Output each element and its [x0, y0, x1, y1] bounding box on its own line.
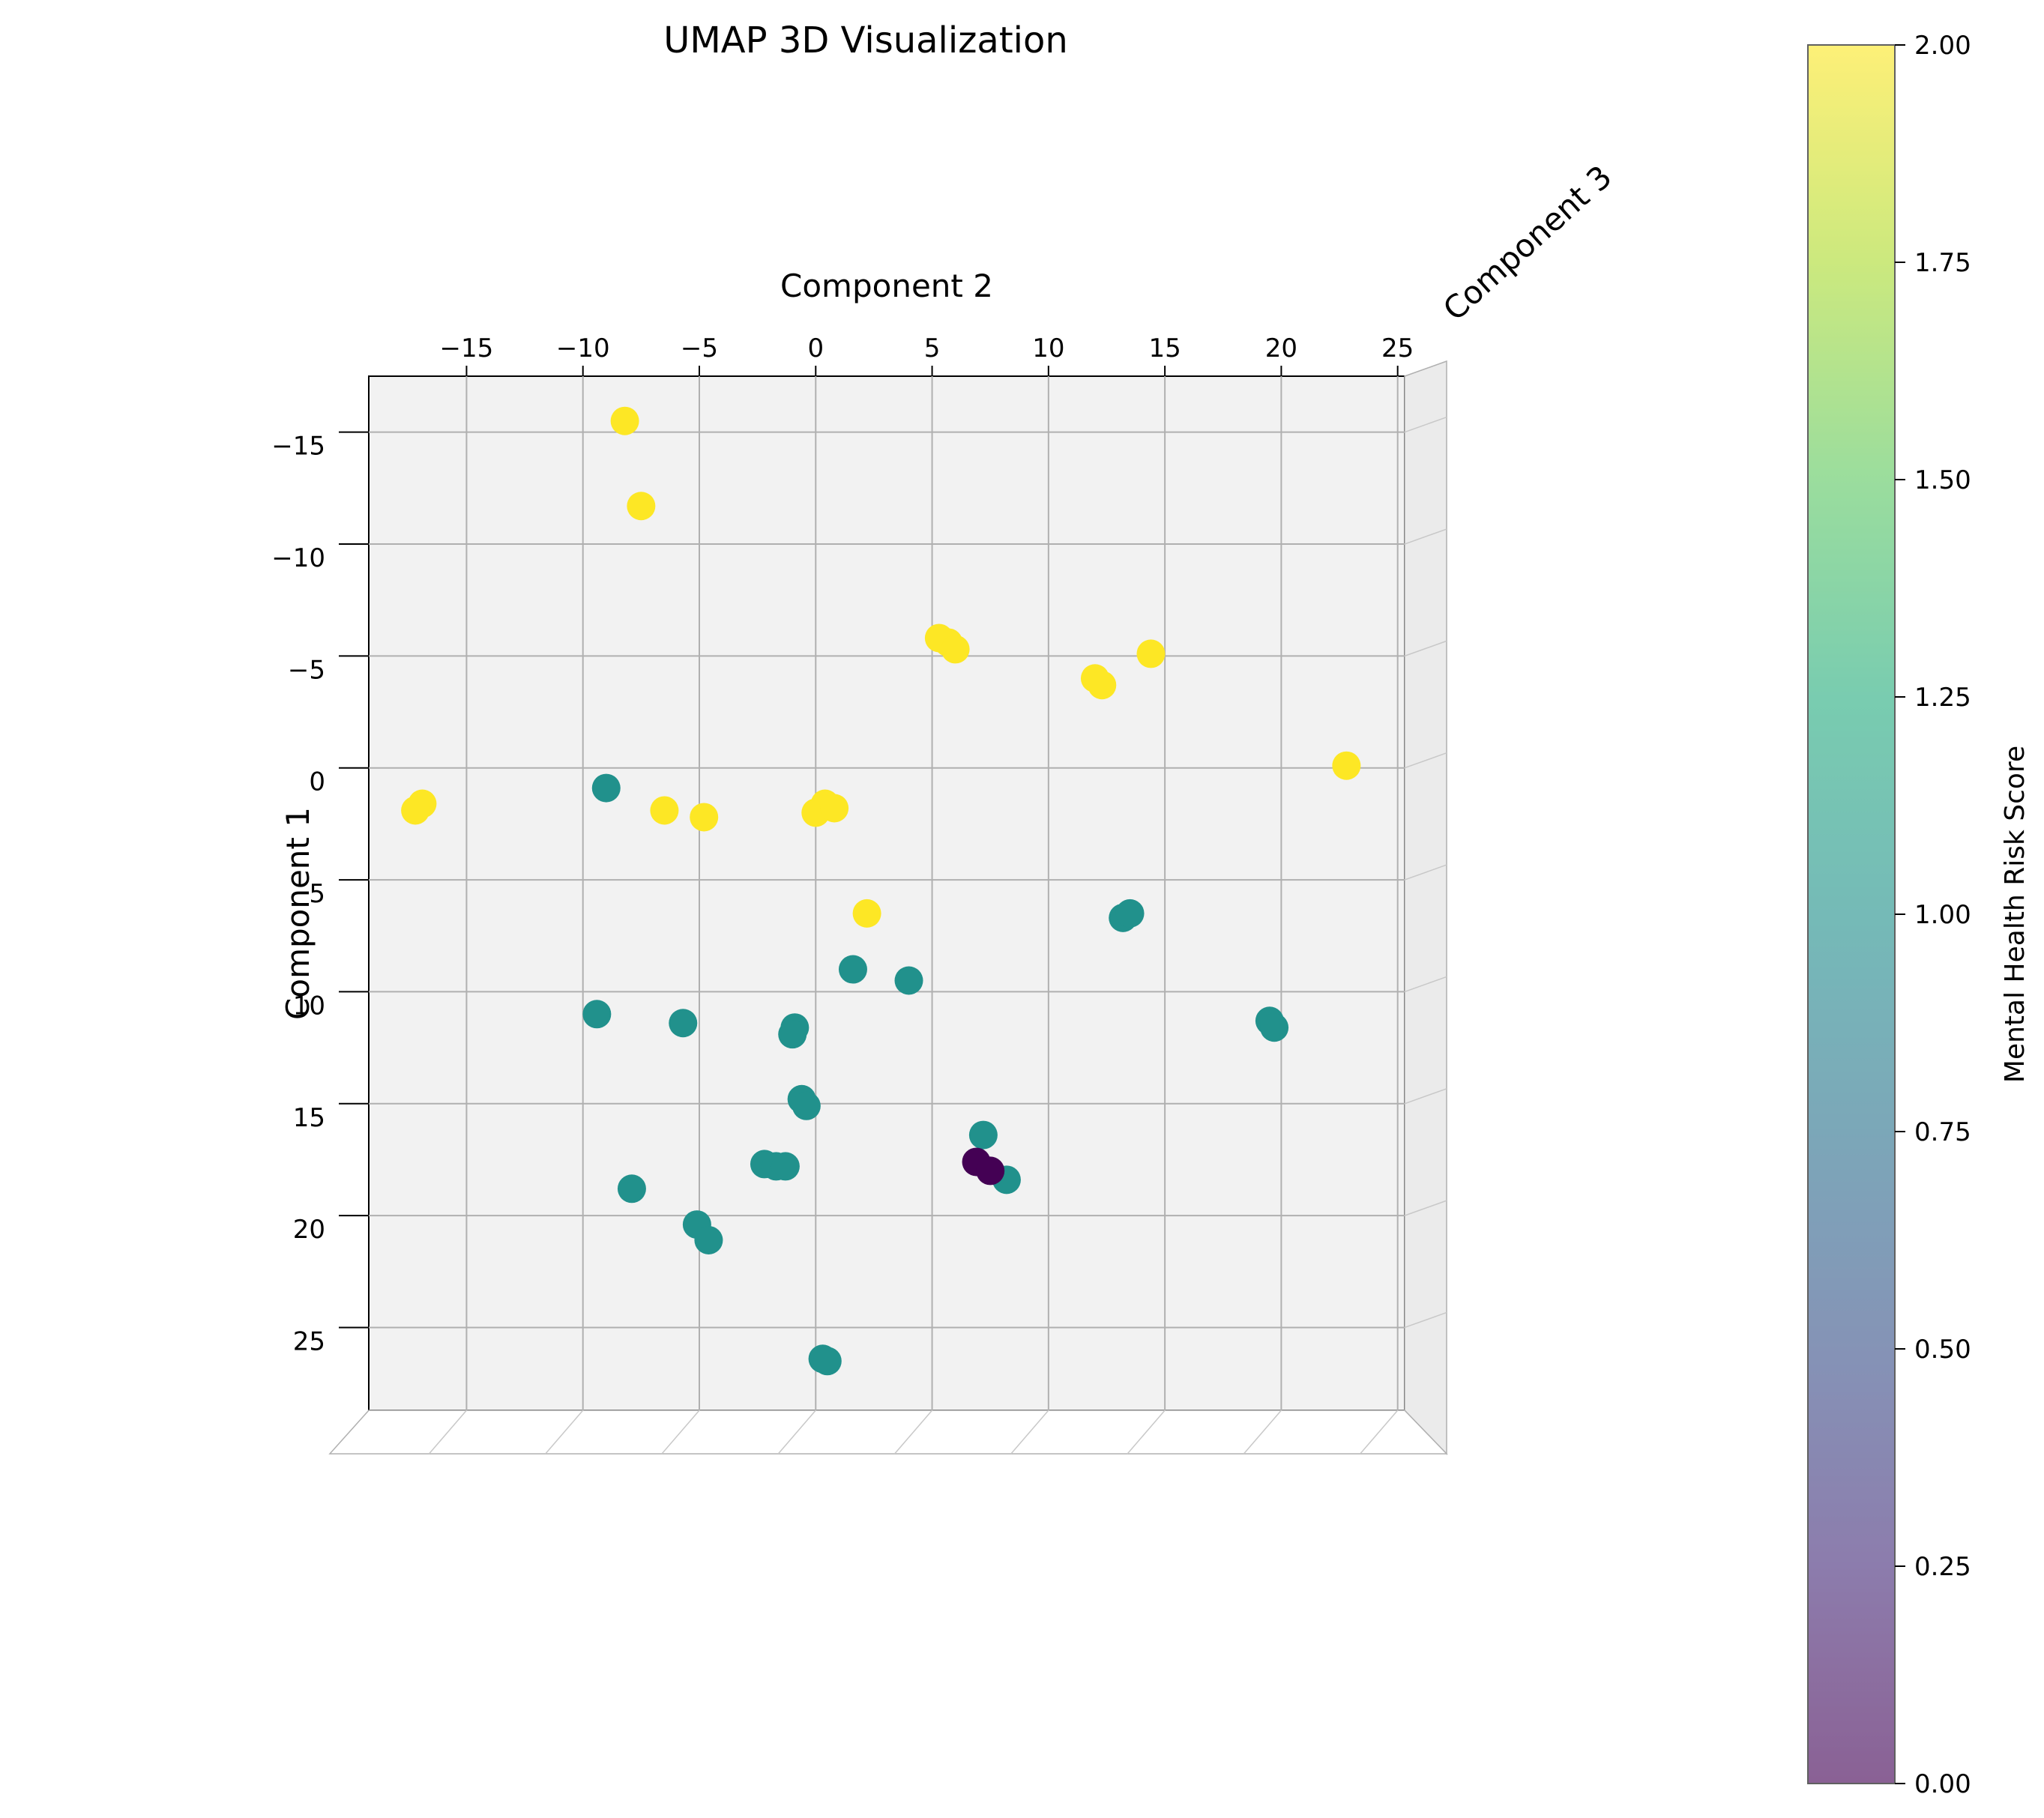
colorbar-tick-label: 0.25 [1914, 1552, 1971, 1582]
data-point [1115, 899, 1145, 928]
data-point [401, 796, 430, 825]
x-tick-label: 15 [1148, 333, 1181, 363]
colorbar-tick-label: 1.50 [1914, 465, 1971, 495]
side-grid-line [1404, 640, 1447, 657]
colorbar-tick-label: 0.00 [1914, 1769, 1971, 1799]
data-point [690, 803, 719, 832]
data-point [894, 966, 923, 995]
side-grid-line [1404, 1088, 1447, 1105]
y-tick-label: −5 [288, 655, 325, 685]
data-point [1260, 1013, 1289, 1042]
side-grid-line [1404, 1311, 1447, 1329]
side-grid-line [1404, 752, 1447, 769]
floor-grid-line [1360, 1410, 1399, 1455]
colorbar-label: Mental Health Risk Score [2000, 746, 2031, 1083]
side-grid-line [1404, 976, 1447, 993]
y-axis-label: Component 1 [280, 807, 316, 1020]
data-point [976, 1156, 1005, 1186]
colorbar-tick-label: 1.25 [1914, 683, 1971, 713]
x-tick-label: −5 [681, 333, 718, 363]
colorbar: 0.00 0.25 0.50 0.75 1.00 1.25 1.50 1.75 2.00 Men… [1807, 31, 2031, 1799]
data-point [627, 492, 656, 521]
side-pane [1404, 360, 1447, 1455]
y-tick-label: 15 [293, 1103, 325, 1133]
data-point [1136, 639, 1166, 668]
y-tick-label: 0 [309, 767, 325, 797]
colorbar-tick-label: 1.75 [1914, 248, 1971, 278]
colorbar-tick-label: 0.75 [1914, 1117, 1971, 1147]
y-tick-label: −10 [271, 543, 325, 573]
data-point [1088, 671, 1117, 700]
plot-pane [368, 375, 1405, 1411]
data-point [941, 635, 970, 664]
x-tick-label: 10 [1032, 333, 1064, 363]
floor-grid-line [545, 1410, 584, 1455]
data-point [820, 794, 849, 823]
x-tick-label: −15 [440, 333, 494, 363]
data-point [610, 406, 639, 435]
chart-title: UMAP 3D Visualization [663, 19, 1068, 61]
data-point [792, 1091, 821, 1120]
z-axis-label: Component 3 [1436, 158, 1619, 327]
x-tick-label: −10 [556, 333, 610, 363]
side-grid-line [1404, 864, 1447, 881]
side-grid-line [1404, 1200, 1447, 1216]
floor-grid-line [893, 1410, 933, 1455]
data-point [813, 1347, 842, 1376]
data-point [694, 1225, 723, 1254]
data-point [838, 955, 867, 984]
x-axis-label: Component 2 [780, 268, 993, 304]
data-point [852, 899, 881, 928]
y-tick-label: 20 [293, 1215, 325, 1245]
side-grid-line [1404, 416, 1447, 433]
data-point [650, 796, 679, 825]
y-tick-label: 10 [293, 991, 325, 1021]
floor-grid-line [428, 1410, 468, 1455]
colorbar-ticks: 0.00 0.25 0.50 0.75 1.00 1.25 1.50 1.75 2.00 [1895, 31, 1971, 1799]
data-point [669, 1009, 698, 1038]
plot-area: −15 −10 −5 0 5 10 15 20 25 −15 −10 −5 0 5 10 15 20 25 [271, 333, 1448, 1455]
colorbar-tick-label: 2.00 [1914, 31, 1971, 61]
x-tick-label: 25 [1381, 333, 1414, 363]
data-point [771, 1152, 800, 1181]
side-grid-line [1404, 528, 1447, 545]
data-point [1332, 751, 1361, 780]
floor-pane [328, 1410, 1448, 1455]
colorbar-tick-label: 0.50 [1914, 1335, 1971, 1365]
data-point [778, 1020, 807, 1049]
y-tick-label: −15 [271, 432, 325, 462]
x-tick-label: 0 [807, 333, 824, 363]
data-point [591, 773, 621, 803]
floor-grid-line [1127, 1410, 1166, 1455]
scatter-points [401, 406, 1361, 1376]
floor-grid-line [1243, 1410, 1282, 1455]
grid-lines [369, 376, 1447, 1455]
y-tick-label: 25 [293, 1326, 325, 1356]
floor-grid-line [777, 1410, 816, 1455]
x-tick-label: 5 [924, 333, 941, 363]
axis-ticks: −15 −10 −5 0 5 10 15 20 25 −15 −10 −5 0 5 10 15 20 25 [271, 333, 1414, 1356]
data-point [617, 1174, 646, 1204]
data-point [968, 1120, 998, 1150]
x-tick-label: 20 [1265, 333, 1297, 363]
y-tick-label: 5 [309, 879, 325, 909]
data-point [582, 1000, 612, 1029]
floor-grid-line [1010, 1410, 1049, 1455]
floor-grid-line [661, 1410, 700, 1455]
colorbar-tick-label: 1.00 [1914, 900, 1971, 930]
colorbar-gradient [1807, 44, 1896, 1784]
